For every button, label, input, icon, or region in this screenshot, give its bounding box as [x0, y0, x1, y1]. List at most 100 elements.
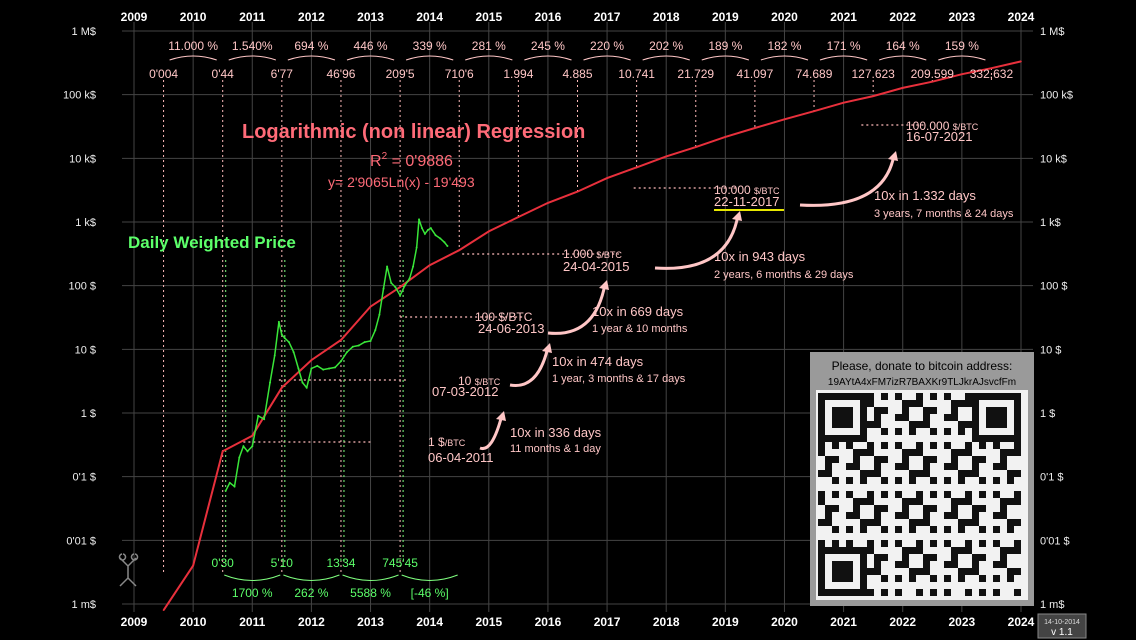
qr-module — [1000, 407, 1007, 414]
y-tick-label-left: 0'01 $ — [66, 535, 96, 547]
qr-module — [860, 561, 867, 568]
price-point — [382, 287, 385, 290]
milestone-date: 16-07-2021 — [906, 129, 973, 144]
qr-module — [923, 414, 930, 421]
qr-module — [1000, 435, 1007, 442]
x-tick-label-bottom: 2015 — [475, 615, 502, 629]
qr-module — [895, 428, 902, 435]
qr-module — [1000, 561, 1007, 568]
qr-module — [1007, 393, 1014, 400]
qr-module — [958, 477, 965, 484]
regression-value-label: 4.885 — [562, 67, 592, 81]
qr-module — [944, 526, 951, 533]
qr-module — [818, 491, 825, 498]
qr-module — [832, 561, 839, 568]
qr-module — [965, 470, 972, 477]
regression-point — [547, 202, 549, 204]
donate-title: Please, donate to bitcoin address: — [832, 359, 1013, 373]
qr-module — [916, 547, 923, 554]
qr-module — [881, 589, 888, 596]
qr-module — [944, 393, 951, 400]
qr-module — [832, 568, 839, 575]
qr-module — [846, 463, 853, 470]
growth-ratio-label: 202 % — [649, 39, 683, 53]
qr-module — [972, 414, 979, 421]
qr-module — [832, 547, 839, 554]
qr-module — [818, 407, 825, 414]
qr-module — [867, 491, 874, 498]
interval-arrowhead — [888, 151, 898, 161]
y-tick-label-right: 100 $ — [1040, 281, 1068, 293]
qr-module — [902, 463, 909, 470]
qr-module — [860, 554, 867, 561]
qr-module — [909, 421, 916, 428]
qr-module — [818, 582, 825, 589]
price-point — [305, 386, 308, 389]
interval-annotations: 10x in 336 days 11 months & 1 day 10x in 4… — [510, 188, 1014, 455]
regression-value-label: 332.632 — [970, 67, 1014, 81]
qr-module — [993, 442, 1000, 449]
x-tick-label-bottom: 2018 — [653, 615, 680, 629]
qr-module — [958, 428, 965, 435]
qr-module — [1007, 568, 1014, 575]
qr-module — [909, 568, 916, 575]
qr-module — [818, 575, 825, 582]
qr-module — [818, 561, 825, 568]
price-point — [277, 320, 280, 323]
ratio-arrow — [701, 55, 750, 61]
price-point — [418, 218, 421, 221]
qr-module — [909, 449, 916, 456]
qr-module — [846, 540, 853, 547]
qr-module — [986, 435, 993, 442]
qr-module — [951, 449, 958, 456]
qr-module — [818, 393, 825, 400]
x-tick-label-top: 2013 — [357, 10, 384, 24]
qr-module — [832, 491, 839, 498]
ratio-arrow — [819, 55, 868, 61]
interval-arrowhead — [732, 211, 742, 221]
regression-value-label: 6'77 — [271, 67, 294, 81]
qr-module — [951, 554, 958, 561]
ratio-arrow — [346, 55, 395, 61]
qr-module — [1014, 449, 1021, 456]
ratio-arrow — [405, 55, 454, 61]
qr-module — [972, 435, 979, 442]
price-series-line — [225, 219, 448, 492]
interval-detail: 3 years, 7 months & 24 days — [874, 208, 1014, 220]
price-point — [426, 228, 429, 231]
qr-module — [860, 414, 867, 421]
qr-module — [1014, 589, 1021, 596]
qr-module — [916, 470, 923, 477]
price-point — [280, 333, 283, 336]
x-tick-label-bottom: 2010 — [180, 615, 207, 629]
qr-module — [832, 435, 839, 442]
qr-module — [958, 547, 965, 554]
qr-module — [944, 442, 951, 449]
price-point — [269, 381, 272, 384]
qr-module — [1014, 568, 1021, 575]
qr-module — [895, 414, 902, 421]
y-tick-label-left: 1 M$ — [72, 26, 96, 38]
qr-module — [860, 582, 867, 589]
qr-module — [902, 505, 909, 512]
qr-module — [972, 463, 979, 470]
price-point — [394, 286, 397, 289]
regression-value-label: 46'96 — [326, 67, 355, 81]
price-point — [242, 445, 245, 448]
qr-module — [902, 400, 909, 407]
interval-arrow — [654, 214, 740, 270]
qr-module — [860, 477, 867, 484]
qr-module — [944, 477, 951, 484]
x-tick-label-top: 2015 — [475, 10, 502, 24]
qr-module — [867, 589, 874, 596]
regression-point — [428, 264, 431, 267]
qr-module — [979, 442, 986, 449]
qr-module — [930, 442, 937, 449]
qr-module — [923, 470, 930, 477]
qr-module — [1014, 540, 1021, 547]
x-tick-label-bottom: 2016 — [535, 615, 562, 629]
qr-module — [951, 512, 958, 519]
x-tick-label-top: 2014 — [416, 10, 443, 24]
qr-module — [930, 456, 937, 463]
qr-module — [867, 421, 874, 428]
